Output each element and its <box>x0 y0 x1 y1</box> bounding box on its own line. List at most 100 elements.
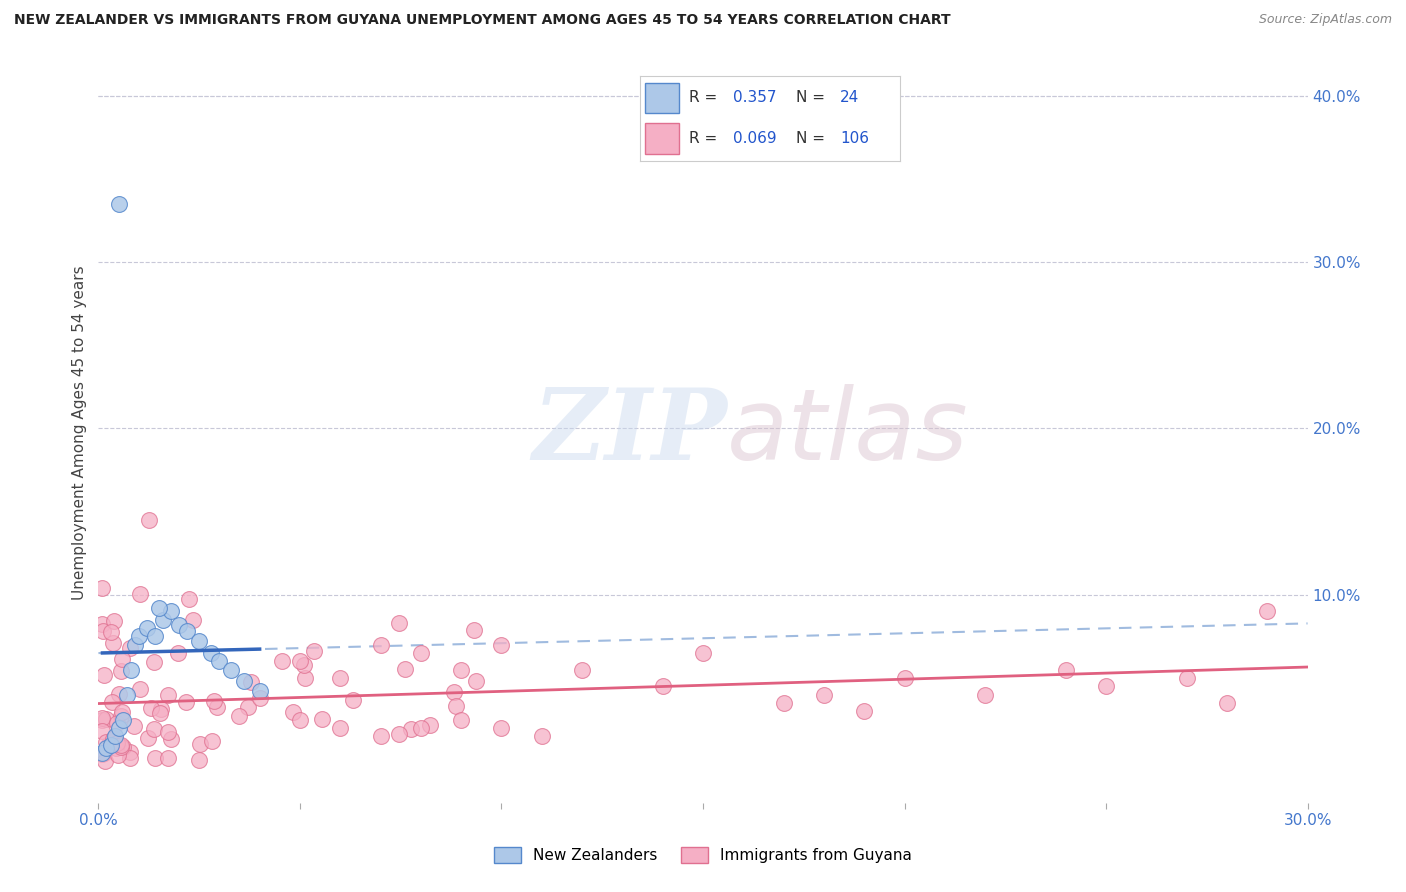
Point <box>1175 671 1198 685</box>
Point <box>167 617 190 632</box>
Point <box>288 713 311 727</box>
Point <box>157 725 180 739</box>
Point <box>388 727 411 741</box>
Point <box>160 731 183 746</box>
Text: 0.069: 0.069 <box>734 131 778 146</box>
Point <box>491 638 513 652</box>
Text: NEW ZEALANDER VS IMMIGRANTS FROM GUYANA UNEMPLOYMENT AMONG AGES 45 TO 54 YEARS C: NEW ZEALANDER VS IMMIGRANTS FROM GUYANA … <box>14 13 950 28</box>
Point <box>893 671 915 685</box>
Point <box>91 713 114 727</box>
Point <box>100 625 122 640</box>
Text: N =: N = <box>796 131 830 146</box>
Point <box>813 688 835 702</box>
Point <box>129 587 152 601</box>
Point <box>292 658 315 673</box>
Point <box>105 736 128 750</box>
Text: 106: 106 <box>839 131 869 146</box>
Point <box>111 705 134 719</box>
Point <box>91 747 114 762</box>
Point <box>176 624 198 639</box>
Point <box>370 729 392 743</box>
Point <box>388 616 411 631</box>
Point <box>651 679 673 693</box>
Point <box>288 654 311 668</box>
Point <box>187 753 209 767</box>
Point <box>1216 696 1239 710</box>
Bar <box>645 83 679 113</box>
Point <box>96 712 118 726</box>
Point <box>91 617 114 632</box>
Point <box>157 688 180 702</box>
Text: R =: R = <box>689 90 723 105</box>
Point <box>181 613 204 627</box>
Point <box>107 721 129 735</box>
Point <box>205 699 228 714</box>
Point <box>120 750 142 764</box>
Point <box>120 640 142 655</box>
Point <box>105 715 128 730</box>
Point <box>1054 663 1077 677</box>
Text: R =: R = <box>689 131 723 146</box>
Y-axis label: Unemployment Among Ages 45 to 54 years: Unemployment Among Ages 45 to 54 years <box>72 265 87 600</box>
Point <box>160 605 183 619</box>
Point <box>370 638 392 652</box>
Point <box>100 695 122 709</box>
Point <box>135 621 157 635</box>
Point <box>1095 679 1118 693</box>
Point <box>399 722 422 736</box>
Point <box>174 695 197 709</box>
Point <box>143 751 166 765</box>
Point <box>236 700 259 714</box>
Point <box>101 636 124 650</box>
Text: N =: N = <box>796 90 830 105</box>
Text: 0.357: 0.357 <box>734 90 778 105</box>
Point <box>101 735 124 749</box>
Text: Source: ZipAtlas.com: Source: ZipAtlas.com <box>1258 13 1392 27</box>
Point <box>167 646 190 660</box>
Point <box>108 687 131 701</box>
Point <box>100 738 122 752</box>
Point <box>111 652 134 666</box>
Point <box>128 682 150 697</box>
Point <box>294 671 316 685</box>
Point <box>139 700 162 714</box>
Point <box>249 691 271 706</box>
Point <box>188 737 211 751</box>
Point <box>1256 605 1278 619</box>
Point <box>201 734 224 748</box>
Point <box>136 731 159 745</box>
Point <box>143 629 166 643</box>
Point <box>96 740 118 755</box>
Point <box>853 704 876 718</box>
Point <box>249 684 271 698</box>
Point <box>103 732 125 747</box>
Point <box>93 668 115 682</box>
Point <box>93 746 115 760</box>
Point <box>179 591 201 606</box>
Point <box>107 747 129 762</box>
Point <box>110 665 132 679</box>
Point <box>208 654 231 668</box>
Point <box>91 624 114 638</box>
Point <box>342 693 364 707</box>
Point <box>94 735 117 749</box>
Text: 24: 24 <box>839 90 859 105</box>
Point <box>394 662 416 676</box>
Point <box>450 713 472 727</box>
Point <box>103 729 125 743</box>
Point <box>103 731 125 746</box>
Point <box>200 646 222 660</box>
Point <box>311 712 333 726</box>
Point <box>772 696 794 710</box>
Point <box>239 674 262 689</box>
Point <box>122 719 145 733</box>
Point <box>124 638 146 652</box>
Point <box>188 634 211 648</box>
Point <box>100 737 122 751</box>
Point <box>409 646 432 660</box>
Point <box>571 663 593 677</box>
Point <box>138 513 160 527</box>
Point <box>465 674 488 689</box>
Point <box>110 708 132 723</box>
Legend: New Zealanders, Immigrants from Guyana: New Zealanders, Immigrants from Guyana <box>488 841 918 869</box>
